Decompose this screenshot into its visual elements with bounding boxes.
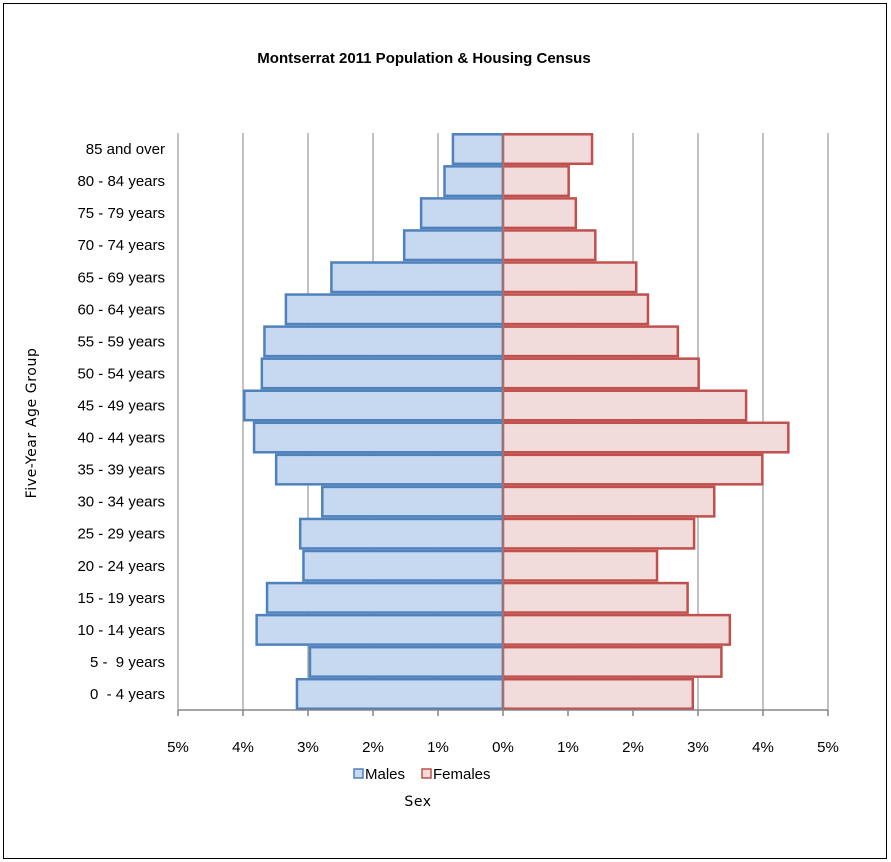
y-tick-label: 0 - 4 years xyxy=(90,686,165,703)
female-bar-7 xyxy=(501,453,764,486)
male-bar-14 xyxy=(402,229,505,262)
female-bar-10 xyxy=(501,357,700,390)
female-bar-3 xyxy=(501,581,689,614)
x-tick-label: 0% xyxy=(492,739,514,756)
y-tick-label: 40 - 44 years xyxy=(77,430,165,447)
male-bar-0 xyxy=(295,677,505,710)
x-tick-labels: 5% 4% 3% 2% 1% 0% 1% 2% 3% 4% 5% xyxy=(167,739,839,756)
y-tick-label: 70 - 74 years xyxy=(77,237,165,254)
male-bar-11 xyxy=(263,325,505,358)
male-bar-8 xyxy=(252,421,505,454)
female-bar-0 xyxy=(501,677,695,710)
male-bar-3 xyxy=(265,581,505,614)
female-bar-6 xyxy=(501,485,716,518)
y-tick-label: 65 - 69 years xyxy=(77,269,165,286)
male-bar-7 xyxy=(274,453,505,486)
x-tick-label: 3% xyxy=(297,739,319,756)
chart-frame: Montserrat 2011 Population & Housing Cen… xyxy=(3,3,887,859)
male-bar-9 xyxy=(243,389,505,422)
male-bar-10 xyxy=(260,357,505,390)
female-bar-17 xyxy=(501,133,594,166)
y-tick-label: 25 - 29 years xyxy=(77,526,165,543)
x-tick-label: 5% xyxy=(817,739,839,756)
male-bar-12 xyxy=(284,293,505,326)
y-tick-label: 5 - 9 years xyxy=(90,654,165,671)
x-tick-label: 2% xyxy=(622,739,644,756)
female-bar-5 xyxy=(501,517,696,550)
legend-label-males: Males xyxy=(365,766,405,783)
y-tick-label: 75 - 79 years xyxy=(77,205,165,222)
population-pyramid-chart: Montserrat 2011 Population & Housing Cen… xyxy=(24,50,839,810)
female-bar-14 xyxy=(501,229,597,262)
legend: Males Females xyxy=(353,766,491,783)
male-bar-6 xyxy=(321,485,505,518)
gridlines xyxy=(177,133,829,710)
female-bar-8 xyxy=(501,421,790,454)
y-tick-label: 85 and over xyxy=(86,141,165,158)
chart-title: Montserrat 2011 Population & Housing Cen… xyxy=(257,50,590,67)
x-tick-label: 4% xyxy=(232,739,254,756)
female-bar-1 xyxy=(501,645,723,678)
x-tick-label: 1% xyxy=(557,739,579,756)
y-tick-label: 45 - 49 years xyxy=(77,397,165,414)
x-tick-label: 2% xyxy=(362,739,384,756)
y-tick-label: 10 - 14 years xyxy=(77,622,165,639)
female-bar-13 xyxy=(501,261,638,294)
male-bar-13 xyxy=(330,261,505,294)
female-bar-2 xyxy=(501,613,732,646)
y-tick-label: 80 - 84 years xyxy=(77,173,165,190)
female-bar-11 xyxy=(501,325,680,358)
female-bar-15 xyxy=(501,197,578,230)
legend-label-females: Females xyxy=(433,766,491,783)
x-tick-label: 4% xyxy=(752,739,774,756)
y-tick-label: 15 - 19 years xyxy=(77,590,165,607)
x-axis-title: Sex xyxy=(404,794,431,810)
female-bar-16 xyxy=(501,165,570,198)
x-tick-label: 5% xyxy=(167,739,189,756)
male-bar-4 xyxy=(302,549,505,582)
male-bar-5 xyxy=(298,517,505,550)
x-tick-label: 3% xyxy=(687,739,709,756)
legend-swatch-males xyxy=(353,768,364,779)
y-tick-label: 30 - 34 years xyxy=(77,494,165,511)
male-bar-2 xyxy=(255,613,505,646)
y-tick-label: 35 - 39 years xyxy=(77,462,165,479)
legend-swatch-females xyxy=(421,768,432,779)
female-bar-12 xyxy=(501,293,650,326)
y-tick-label: 20 - 24 years xyxy=(77,558,165,575)
y-tick-label: 55 - 59 years xyxy=(77,333,165,350)
bars xyxy=(243,133,790,710)
male-bar-16 xyxy=(443,165,505,198)
axes xyxy=(177,133,829,716)
y-axis-title: Five-Year Age Group xyxy=(24,348,40,499)
y-tick-label: 60 - 64 years xyxy=(77,301,165,318)
y-tick-labels: 0 - 4 years 5 - 9 years 10 - 14 years 15 - … xyxy=(77,141,165,703)
male-bar-15 xyxy=(419,197,505,230)
female-bar-9 xyxy=(501,389,748,422)
male-bar-17 xyxy=(451,133,505,166)
male-bar-1 xyxy=(308,645,505,678)
x-tick-label: 1% xyxy=(427,739,449,756)
y-tick-label: 50 - 54 years xyxy=(77,365,165,382)
female-bar-4 xyxy=(501,549,659,582)
